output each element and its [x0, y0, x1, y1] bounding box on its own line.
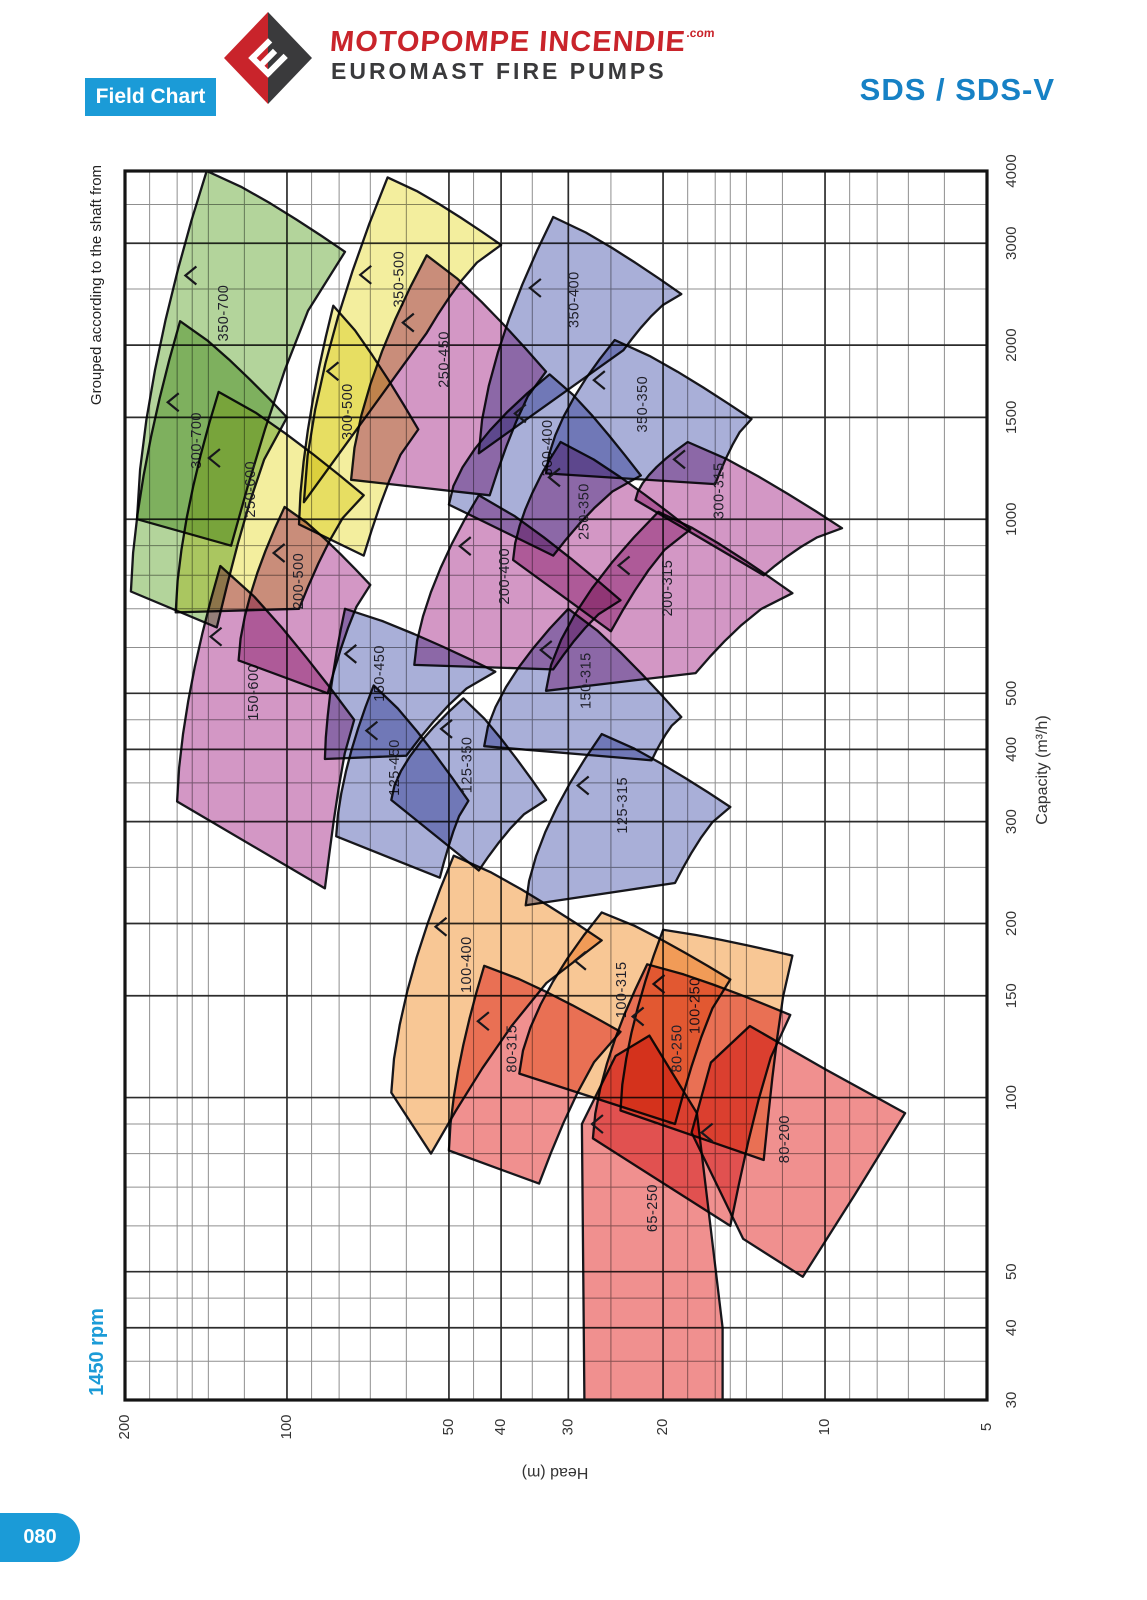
region-label-100-400: 100-400 — [459, 936, 475, 993]
region-150-315 — [483, 607, 683, 762]
capacity-tick-100: 100 — [1003, 1085, 1020, 1110]
head-tick-30: 30 — [559, 1419, 576, 1436]
direction-chevron — [538, 640, 553, 660]
region-80-315 — [447, 964, 622, 1185]
capacity-tick-500: 500 — [1003, 681, 1020, 706]
region-125-315 — [524, 732, 732, 907]
direction-chevron — [672, 449, 686, 470]
region-label-350-400: 350-400 — [566, 271, 582, 328]
direction-chevron — [547, 467, 561, 488]
direction-chevron — [630, 1006, 645, 1027]
head-tick-40: 40 — [492, 1419, 509, 1436]
region-label-350-500: 350-500 — [391, 251, 407, 308]
region-label-200-500: 200-500 — [291, 553, 307, 610]
region-label-350-700: 350-700 — [216, 285, 232, 342]
direction-chevron — [513, 403, 527, 424]
capacity-tick-30: 30 — [1003, 1392, 1020, 1409]
direction-chevron — [343, 644, 357, 664]
head-axis-title: Head (m) — [522, 1464, 589, 1481]
product-title: SDS / SDS-V — [859, 72, 1055, 107]
region-label-200-315: 200-315 — [660, 560, 676, 617]
region-label-150-600: 150-600 — [246, 664, 262, 721]
logo-e-glyph — [248, 38, 288, 78]
head-tick-20: 20 — [654, 1419, 671, 1436]
direction-chevron — [401, 312, 415, 333]
capacity-tick-2000: 2000 — [1003, 328, 1020, 361]
direction-chevron — [271, 543, 286, 563]
region-label-300-315: 300-315 — [711, 462, 727, 519]
region-80-200 — [690, 1024, 907, 1278]
capacity-tick-150: 150 — [1003, 983, 1020, 1008]
pump-regions: 350-700300-700350-500300-500250-600150-6… — [129, 169, 907, 1402]
direction-chevron — [528, 278, 542, 298]
head-tick-10: 10 — [816, 1419, 833, 1436]
capacity-axis-title: Capacity (m³/h) — [1034, 715, 1051, 824]
capacity-tick-1500: 1500 — [1003, 401, 1020, 434]
direction-chevron — [183, 265, 198, 286]
capacity-tick-3000: 3000 — [1003, 227, 1020, 260]
region-label-250-350: 250-350 — [576, 483, 592, 540]
head-tick-50: 50 — [440, 1419, 457, 1436]
capacity-tick-300: 300 — [1003, 809, 1020, 834]
capacity-tick-200: 200 — [1003, 911, 1020, 936]
brand-logo — [224, 12, 312, 104]
region-65-250 — [580, 1034, 724, 1402]
direction-chevron — [575, 775, 590, 796]
head-tick-5: 5 — [978, 1423, 995, 1431]
tick-labels: 30 40 50 100 150 200 300 400 500 1000 1500 2000 3000… — [116, 154, 1020, 1439]
direction-chevron — [358, 264, 372, 285]
head-tick-100: 100 — [278, 1414, 295, 1439]
capacity-tick-40: 40 — [1003, 1319, 1020, 1336]
capacity-tick-1000: 1000 — [1003, 503, 1020, 536]
logo-diamond-right — [268, 12, 312, 104]
region-label-350-350: 350-350 — [635, 376, 651, 433]
field-chart-badge-label: Field Chart — [95, 85, 206, 108]
direction-chevron — [207, 448, 221, 468]
logo-diamond-left — [224, 12, 268, 104]
direction-chevron — [364, 720, 379, 741]
direction-chevron — [325, 361, 340, 382]
region-label-65-250: 65-250 — [645, 1184, 661, 1232]
capacity-tick-4000: 4000 — [1003, 154, 1020, 187]
plot-border — [123, 169, 989, 1402]
region-label-200-400: 200-400 — [497, 548, 513, 605]
direction-chevron — [699, 1122, 714, 1143]
region-label-80-250: 80-250 — [669, 1024, 685, 1072]
region-label-100-315: 100-315 — [614, 961, 630, 1018]
direction-chevron — [476, 1011, 490, 1032]
region-label-80-200: 80-200 — [777, 1115, 793, 1163]
region-label-300-500: 300-500 — [340, 383, 356, 440]
direction-chevron — [439, 719, 453, 739]
region-label-250-450: 250-450 — [437, 331, 453, 388]
region-label-125-315: 125-315 — [615, 777, 631, 834]
page-number-tab: 080 — [0, 1513, 80, 1562]
page-number: 080 — [23, 1526, 57, 1548]
direction-chevron — [616, 555, 631, 576]
direction-chevron — [573, 950, 587, 971]
brand-subtitle: EUROMAST FIRE PUMPS — [331, 58, 667, 84]
direction-chevron — [592, 370, 606, 390]
region-label-150-315: 150-315 — [578, 652, 594, 709]
direction-chevron — [433, 916, 448, 937]
region-125-350 — [390, 697, 548, 872]
region-300-315 — [634, 440, 844, 577]
brand-block — [218, 8, 778, 108]
region-label-250-600: 250-600 — [243, 461, 259, 518]
direction-chevron — [165, 392, 180, 413]
direction-chevron — [590, 1114, 604, 1134]
field-chart-badge: Field Chart — [85, 78, 216, 116]
head-tick-200: 200 — [116, 1414, 133, 1439]
direction-chevron — [458, 536, 472, 556]
region-label-80-315: 80-315 — [504, 1025, 520, 1073]
region-label-125-350: 125-350 — [460, 736, 476, 793]
capacity-tick-50: 50 — [1003, 1263, 1020, 1280]
capacity-tick-400: 400 — [1003, 737, 1020, 762]
direction-chevron — [208, 626, 223, 647]
